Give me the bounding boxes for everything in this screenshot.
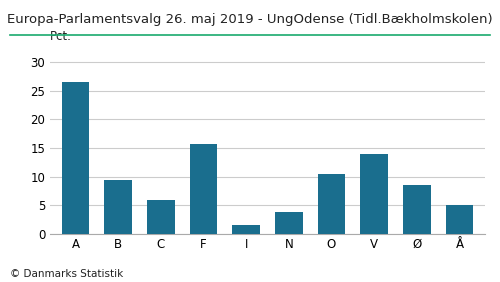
Bar: [62, 82, 90, 234]
Bar: [275, 212, 302, 234]
Bar: [232, 225, 260, 234]
Text: © Danmarks Statistik: © Danmarks Statistik: [10, 269, 123, 279]
Text: Pct.: Pct.: [50, 30, 72, 43]
Bar: [147, 200, 174, 234]
Bar: [360, 154, 388, 234]
Bar: [104, 180, 132, 234]
Bar: [318, 174, 345, 234]
Text: Europa-Parlamentsvalg 26. maj 2019 - UngOdense (Tidl.Bækholmskolen): Europa-Parlamentsvalg 26. maj 2019 - Ung…: [7, 13, 493, 26]
Bar: [446, 205, 473, 234]
Bar: [190, 144, 218, 234]
Bar: [403, 185, 430, 234]
